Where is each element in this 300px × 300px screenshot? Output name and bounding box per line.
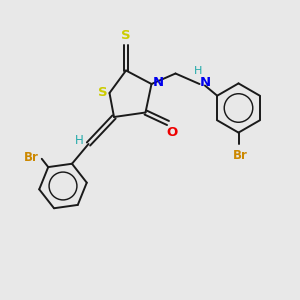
Text: S: S <box>121 29 131 42</box>
Text: O: O <box>166 126 177 139</box>
Text: H: H <box>194 66 202 76</box>
Text: N: N <box>200 76 211 89</box>
Text: Br: Br <box>24 151 39 164</box>
Text: S: S <box>98 86 108 100</box>
Text: H: H <box>74 134 83 147</box>
Text: N: N <box>152 76 164 89</box>
Text: Br: Br <box>232 149 247 162</box>
